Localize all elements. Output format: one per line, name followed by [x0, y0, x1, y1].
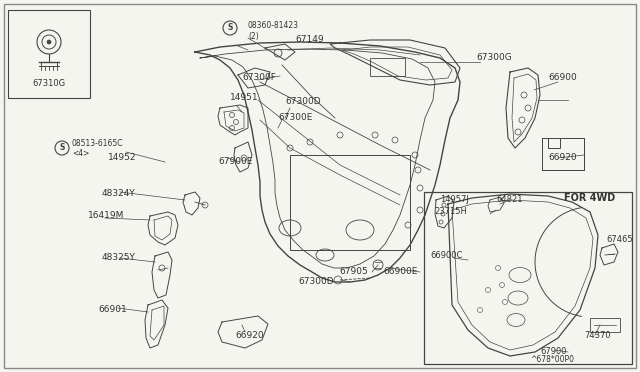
- Bar: [542, 138, 584, 170]
- Text: S: S: [227, 23, 233, 32]
- Text: 74370: 74370: [584, 331, 611, 340]
- Text: 14952: 14952: [108, 154, 136, 163]
- Text: 67149: 67149: [295, 35, 324, 45]
- Text: 64821: 64821: [496, 196, 522, 205]
- Bar: [370, 58, 405, 76]
- Text: 14951: 14951: [230, 93, 259, 103]
- Text: 67300G: 67300G: [476, 54, 512, 62]
- Text: 48325Y: 48325Y: [102, 253, 136, 263]
- Text: 67300E: 67300E: [278, 113, 312, 122]
- Text: 23715H: 23715H: [434, 208, 467, 217]
- Text: 66900: 66900: [548, 74, 577, 83]
- Circle shape: [47, 40, 51, 44]
- Bar: [290, 155, 410, 250]
- Text: 67900E: 67900E: [218, 157, 252, 167]
- Text: (2): (2): [248, 32, 259, 41]
- Text: 16419M: 16419M: [88, 212, 124, 221]
- Text: 14957J: 14957J: [440, 196, 469, 205]
- Text: S: S: [60, 144, 65, 153]
- Text: 08513-6165C: 08513-6165C: [72, 140, 124, 148]
- Text: 66920: 66920: [235, 331, 264, 340]
- Text: 08360-81423: 08360-81423: [248, 22, 299, 31]
- Text: 67300D: 67300D: [285, 97, 321, 106]
- Text: <4>: <4>: [72, 150, 90, 158]
- Text: 67465: 67465: [606, 235, 632, 244]
- Text: 66901: 66901: [98, 305, 127, 314]
- Text: ^678*00P0: ^678*00P0: [530, 356, 574, 365]
- Text: 66900E: 66900E: [383, 267, 418, 276]
- Text: FOR 4WD: FOR 4WD: [564, 193, 615, 203]
- Text: 48324Y: 48324Y: [102, 189, 136, 199]
- Text: 66900C: 66900C: [430, 251, 462, 260]
- Bar: [590, 318, 620, 332]
- Text: 67900: 67900: [540, 347, 566, 356]
- Text: 67300D: 67300D: [298, 278, 334, 286]
- Text: 67310G: 67310G: [33, 80, 65, 89]
- Bar: [8, 10, 90, 98]
- Text: 67300F: 67300F: [242, 74, 276, 83]
- Bar: [424, 192, 632, 364]
- Text: 66920: 66920: [548, 154, 577, 163]
- Text: 67905: 67905: [339, 267, 368, 276]
